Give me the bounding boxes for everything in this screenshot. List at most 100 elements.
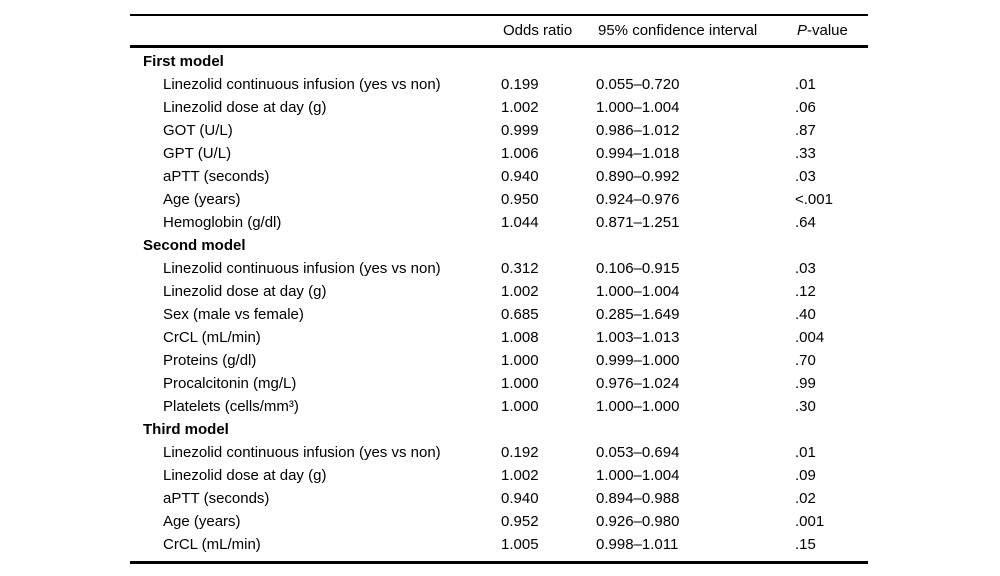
row-label: Linezolid dose at day (g): [163, 99, 327, 116]
section-row: First model: [130, 50, 868, 73]
table-row: Procalcitonin (mg/L) 1.000 0.976–1.024 .99: [130, 372, 868, 395]
table-row: Age (years) 0.950 0.924–0.976 <.001: [130, 188, 868, 211]
confidence-interval-value: 1.000–1.000: [596, 398, 680, 415]
confidence-interval-value: 0.924–0.976: [596, 191, 680, 208]
empty-cell: [795, 50, 868, 73]
empty-cell: [795, 234, 868, 257]
row-label: GPT (U/L): [163, 145, 232, 162]
table-row: Sex (male vs female) 0.685 0.285–1.649 .40: [130, 303, 868, 326]
p-value: .03: [795, 260, 816, 277]
odds-ratio-value: 1.008: [501, 329, 539, 346]
section-title: First model: [143, 53, 224, 70]
odds-ratio-value: 1.002: [501, 99, 539, 116]
table-row: Linezolid dose at day (g) 1.002 1.000–1.00…: [130, 96, 868, 119]
row-label: Linezolid continuous infusion (yes vs no…: [163, 76, 441, 93]
table-row: aPTT (seconds) 0.940 0.890–0.992 .03: [130, 165, 868, 188]
confidence-interval-value: 0.986–1.012: [596, 122, 680, 139]
odds-ratio-value: 1.005: [501, 536, 539, 553]
odds-ratio-value: 0.940: [501, 490, 539, 507]
empty-cell: [596, 234, 795, 257]
confidence-interval-value: 0.894–0.988: [596, 490, 680, 507]
section-row: Second model: [130, 234, 868, 257]
confidence-interval-value: 0.994–1.018: [596, 145, 680, 162]
p-value: .06: [795, 99, 816, 116]
p-value-suffix: -value: [807, 22, 848, 39]
p-value: .09: [795, 467, 816, 484]
p-value: <.001: [795, 191, 833, 208]
confidence-interval-value: 0.999–1.000: [596, 352, 680, 369]
odds-ratio-value: 1.002: [501, 283, 539, 300]
column-header-spacer: [130, 16, 501, 45]
row-label: Procalcitonin (mg/L): [163, 375, 297, 392]
row-label: aPTT (seconds): [163, 490, 270, 507]
table-row: Linezolid continuous infusion (yes vs no…: [130, 441, 868, 464]
confidence-interval-value: 0.976–1.024: [596, 375, 680, 392]
odds-ratio-value: 1.000: [501, 398, 539, 415]
row-label: Linezolid continuous infusion (yes vs no…: [163, 444, 441, 461]
confidence-interval-value: 0.053–0.694: [596, 444, 680, 461]
p-value: .99: [795, 375, 816, 392]
p-value: .30: [795, 398, 816, 415]
p-value: .03: [795, 168, 816, 185]
column-header-confidence-interval: 95% confidence interval: [598, 22, 758, 39]
p-value: .01: [795, 444, 816, 461]
table-row: Linezolid continuous infusion (yes vs no…: [130, 73, 868, 96]
odds-ratio-value: 0.940: [501, 168, 539, 185]
section-title: Third model: [143, 421, 229, 438]
table-row: Linezolid continuous infusion (yes vs no…: [130, 257, 868, 280]
p-value: .33: [795, 145, 816, 162]
table-row: GPT (U/L) 1.006 0.994–1.018 .33: [130, 142, 868, 165]
table-row: Linezolid dose at day (g) 1.002 1.000–1.00…: [130, 280, 868, 303]
table-row: Linezolid dose at day (g) 1.002 1.000–1.00…: [130, 464, 868, 487]
empty-cell: [501, 50, 596, 73]
row-label: Hemoglobin (g/dl): [163, 214, 282, 231]
table-body: First model Linezolid continuous infusion…: [130, 48, 868, 564]
table-row: aPTT (seconds) 0.940 0.894–0.988 .02: [130, 487, 868, 510]
odds-ratio-value: 0.999: [501, 122, 539, 139]
row-label: Proteins (g/dl): [163, 352, 257, 369]
p-value: .87: [795, 122, 816, 139]
confidence-interval-value: 1.003–1.013: [596, 329, 680, 346]
table-row: Proteins (g/dl) 1.000 0.999–1.000 .70: [130, 349, 868, 372]
row-label: Linezolid continuous infusion (yes vs no…: [163, 260, 441, 277]
p-value: .64: [795, 214, 816, 231]
empty-cell: [596, 418, 795, 441]
section-title: Second model: [143, 237, 246, 254]
table-header-row: Odds ratio 95% confidence interval P-val…: [130, 16, 868, 48]
p-value: .004: [795, 329, 825, 346]
p-value: .70: [795, 352, 816, 369]
row-label: Age (years): [163, 513, 241, 530]
table-row: GOT (U/L) 0.999 0.986–1.012 .87: [130, 119, 868, 142]
empty-cell: [501, 234, 596, 257]
p-value: .40: [795, 306, 816, 323]
p-value: .01: [795, 76, 816, 93]
odds-ratio-value: 1.002: [501, 467, 539, 484]
row-label: Sex (male vs female): [163, 306, 304, 323]
row-label: aPTT (seconds): [163, 168, 270, 185]
confidence-interval-value: 1.000–1.004: [596, 467, 680, 484]
odds-ratio-value: 0.685: [501, 306, 539, 323]
confidence-interval-value: 0.890–0.992: [596, 168, 680, 185]
confidence-interval-value: 0.871–1.251: [596, 214, 680, 231]
row-label: Age (years): [163, 191, 241, 208]
row-label: Linezolid dose at day (g): [163, 283, 327, 300]
confidence-interval-value: 0.055–0.720: [596, 76, 680, 93]
row-label: Linezolid dose at day (g): [163, 467, 327, 484]
p-value: .001: [795, 513, 825, 530]
confidence-interval-value: 1.000–1.004: [596, 99, 680, 116]
p-value: .15: [795, 536, 816, 553]
empty-cell: [501, 418, 596, 441]
odds-ratio-value: 1.000: [501, 352, 539, 369]
empty-cell: [596, 50, 795, 73]
odds-ratio-value: 0.312: [501, 260, 539, 277]
table-row: Age (years) 0.952 0.926–0.980 .001: [130, 510, 868, 533]
confidence-interval-value: 1.000–1.004: [596, 283, 680, 300]
p-value: .12: [795, 283, 816, 300]
column-header-p-value: P-value: [795, 16, 868, 45]
odds-ratio-value: 0.950: [501, 191, 539, 208]
row-label: CrCL (mL/min): [163, 329, 261, 346]
odds-ratio-value: 0.199: [501, 76, 539, 93]
table-row: Hemoglobin (g/dl) 1.044 0.871–1.251 .64: [130, 211, 868, 234]
confidence-interval-value: 0.998–1.011: [596, 536, 679, 553]
empty-cell: [795, 418, 868, 441]
